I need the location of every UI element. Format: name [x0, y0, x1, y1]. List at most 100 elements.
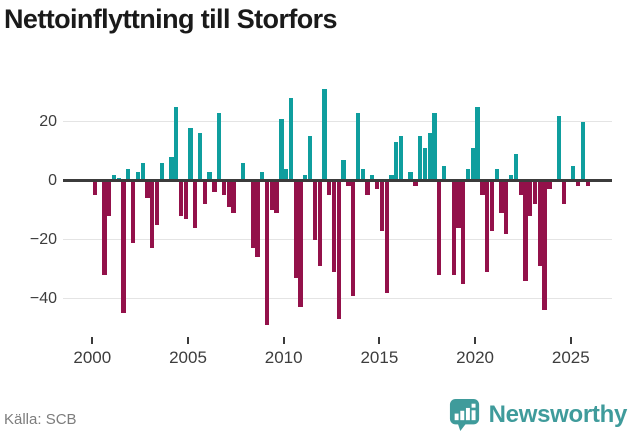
- bar-negative: [226, 180, 231, 208]
- bar-positive: [173, 106, 179, 181]
- bar-positive: [288, 98, 294, 181]
- bar-positive: [207, 171, 212, 181]
- bar-positive: [465, 168, 471, 181]
- bar-positive: [126, 168, 131, 181]
- bar-positive: [408, 171, 413, 181]
- x-axis-tick: [282, 337, 285, 344]
- bar-negative: [528, 180, 533, 216]
- bar-positive: [470, 148, 475, 181]
- y-tick-label: −40: [29, 289, 57, 307]
- bar-negative: [351, 180, 356, 296]
- bar-positive: [418, 136, 423, 181]
- bar-negative: [532, 180, 538, 205]
- bar-positive: [111, 174, 117, 181]
- bar-positive: [389, 174, 394, 181]
- bar-negative: [183, 180, 188, 219]
- bar-positive: [197, 133, 203, 181]
- bar-negative: [331, 180, 337, 272]
- bar-negative: [585, 180, 590, 187]
- bar-negative: [542, 180, 547, 311]
- bar-negative: [374, 180, 380, 190]
- bar-negative: [150, 180, 155, 249]
- newsworthy-logo-text: Newsworthy: [488, 401, 628, 428]
- bar-positive: [307, 136, 313, 181]
- gridline: [63, 120, 612, 123]
- bar-positive: [427, 133, 432, 181]
- bar-negative: [250, 180, 255, 249]
- bar-positive: [441, 165, 447, 181]
- x-tick-label: 2025: [551, 348, 590, 367]
- bar-positive: [360, 168, 365, 181]
- bar-negative: [121, 180, 126, 314]
- bar-negative: [379, 180, 385, 231]
- bar-negative: [437, 180, 442, 275]
- bar-negative: [518, 180, 523, 196]
- bar-negative: [178, 180, 184, 216]
- bar-positive: [432, 112, 437, 181]
- bar-positive: [303, 174, 308, 181]
- bar-negative: [346, 180, 351, 187]
- bar-positive: [394, 142, 399, 181]
- bar-positive: [341, 159, 346, 181]
- x-tick-label: 2010: [264, 348, 303, 367]
- bar-positive: [398, 136, 404, 181]
- bar-negative: [154, 180, 160, 225]
- bar-positive: [580, 121, 586, 181]
- bar-negative: [107, 180, 112, 216]
- bar-positive: [494, 168, 499, 181]
- bar-positive: [240, 162, 246, 181]
- bar-negative: [413, 180, 418, 187]
- bar-positive: [279, 118, 284, 181]
- bar-negative: [537, 180, 542, 267]
- bar-negative: [480, 180, 485, 196]
- bar-negative: [298, 180, 303, 308]
- bar-negative: [461, 180, 466, 284]
- bar-negative: [365, 180, 370, 196]
- bar-negative: [193, 180, 198, 228]
- x-tick-label: 2005: [169, 348, 207, 367]
- x-tick-label: 2020: [456, 348, 494, 367]
- bar-negative: [547, 180, 552, 190]
- bar-negative: [212, 180, 217, 193]
- bar-positive: [322, 89, 327, 181]
- bar-negative: [561, 180, 566, 205]
- bar-negative: [485, 180, 490, 272]
- newsworthy-logo: Newsworthy: [449, 398, 627, 432]
- y-tick-label: 20: [39, 112, 57, 130]
- bar-negative: [202, 180, 207, 205]
- bar-negative: [255, 180, 260, 258]
- bar-negative: [130, 180, 136, 243]
- bar-negative: [274, 180, 279, 214]
- x-tick-label: 2000: [73, 348, 112, 367]
- bar-negative: [264, 180, 270, 326]
- bar-positive: [508, 174, 514, 181]
- bar-negative: [269, 180, 274, 211]
- bar-positive: [284, 168, 289, 181]
- bar-positive: [260, 171, 265, 181]
- bar-negative: [489, 180, 495, 231]
- bar-negative: [231, 180, 236, 214]
- bar-positive: [116, 177, 121, 181]
- x-axis-tick: [378, 337, 381, 344]
- x-axis-tick: [474, 337, 477, 344]
- bar-positive: [513, 154, 519, 181]
- bar-positive: [355, 112, 361, 181]
- source-label: Källa: SCB: [4, 411, 77, 428]
- bar-negative: [312, 180, 318, 240]
- y-tick-label: 0: [48, 171, 57, 189]
- bar-positive: [422, 148, 428, 181]
- bar-negative: [92, 180, 97, 196]
- zero-axis-line: [63, 179, 612, 182]
- bar-positive: [169, 157, 174, 181]
- bar-negative: [575, 180, 581, 187]
- x-tick-label: 2015: [360, 348, 399, 367]
- x-axis-tick: [187, 337, 189, 344]
- bar-positive: [571, 165, 576, 181]
- bar-positive: [370, 174, 375, 181]
- bar-negative: [456, 180, 461, 228]
- bar-positive: [140, 162, 145, 181]
- bar-negative: [451, 180, 456, 275]
- bar-negative: [221, 180, 227, 196]
- bar-negative: [327, 180, 332, 196]
